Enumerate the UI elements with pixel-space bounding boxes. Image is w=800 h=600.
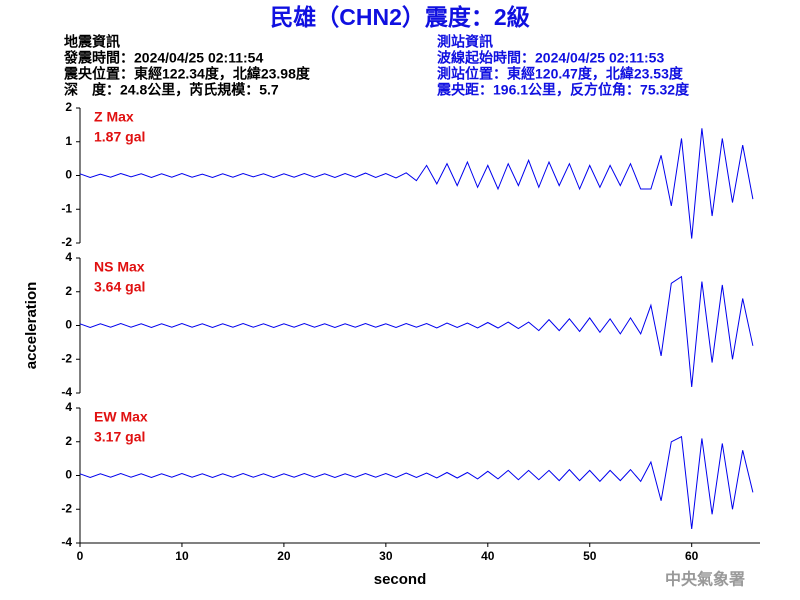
waveform <box>79 275 754 387</box>
y-tick-label: -2 <box>61 351 72 365</box>
max-label: EW Max <box>94 409 148 425</box>
x-tick-label: 40 <box>481 549 495 563</box>
max-label: NS Max <box>94 259 145 275</box>
y-tick-label: 4 <box>65 250 72 264</box>
y-tick-label: 0 <box>65 468 72 482</box>
info-line: 測站位置：東經120.47度，北緯23.53度 <box>437 66 684 82</box>
y-tick-label: -2 <box>61 235 72 249</box>
y-tick-label: 0 <box>65 318 72 332</box>
y-tick-label: -2 <box>61 501 72 515</box>
waveform <box>79 435 754 530</box>
info-line: 波線起始時間：2024/04/25 02:11:53 <box>437 50 664 66</box>
y-tick-label: 2 <box>65 434 72 448</box>
x-tick-label: 60 <box>685 549 699 563</box>
info-line: 深 度：24.8公里，芮氏規模：5.7 <box>64 82 279 98</box>
max-label: Z Max <box>94 109 134 125</box>
waveform <box>79 128 754 239</box>
info-line: 震央距：196.1公里，反方位角：75.32度 <box>436 82 690 98</box>
info-line: 發震時間：2024/04/25 02:11:54 <box>63 50 263 66</box>
y-tick-label: -4 <box>61 535 72 549</box>
info-line: 震央位置：東經122.34度，北緯23.98度 <box>63 66 311 82</box>
max-label: 1.87 gal <box>94 129 145 145</box>
chart-title: 民雄（CHN2）震度：2級 <box>270 4 529 30</box>
x-tick-label: 50 <box>583 549 597 563</box>
info-line: 測站資訊 <box>437 34 493 50</box>
x-axis-label: second <box>374 571 427 588</box>
y-tick-label: -4 <box>61 385 72 399</box>
y-tick-label: 4 <box>65 400 72 414</box>
y-tick-label: 0 <box>65 168 72 182</box>
credit: 中央氣象署 <box>665 570 745 589</box>
max-label: 3.64 gal <box>94 279 145 295</box>
y-tick-label: 2 <box>65 284 72 298</box>
x-tick-label: 10 <box>175 549 189 563</box>
max-label: 3.17 gal <box>94 429 145 445</box>
y-tick-label: -1 <box>61 201 72 215</box>
x-tick-label: 30 <box>379 549 393 563</box>
x-tick-label: 0 <box>77 549 84 563</box>
y-tick-label: 2 <box>65 100 72 114</box>
y-axis-label: acceleration <box>23 282 40 370</box>
y-tick-label: 1 <box>65 134 72 148</box>
info-line: 地震資訊 <box>64 34 120 50</box>
x-tick-label: 20 <box>277 549 291 563</box>
